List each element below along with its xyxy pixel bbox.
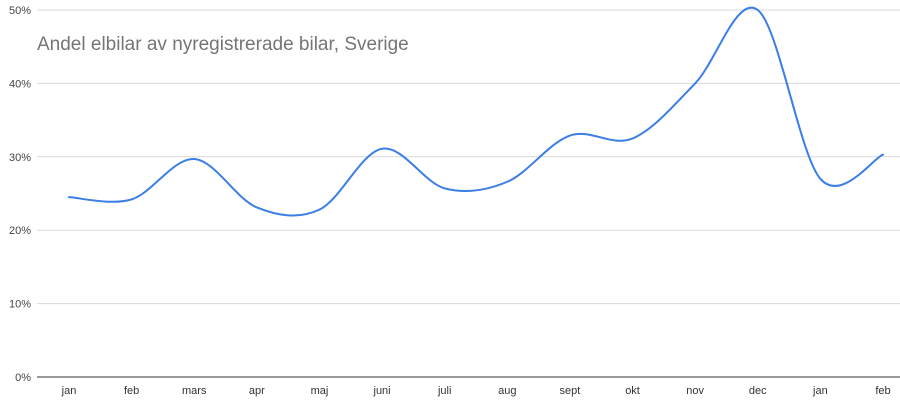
x-tick-label: okt xyxy=(625,385,640,397)
x-tick-label: apr xyxy=(249,385,265,397)
x-tick-label: maj xyxy=(311,385,329,397)
series-line xyxy=(68,6,884,217)
x-tick-label: nov xyxy=(686,385,704,397)
y-tick-label: 10% xyxy=(9,299,31,311)
x-tick-label: jan xyxy=(61,385,77,397)
x-tick-label: mars xyxy=(182,385,207,397)
series-layer xyxy=(68,6,884,217)
x-tick-label: feb xyxy=(875,385,890,397)
gridlines xyxy=(37,9,900,378)
y-tick-label: 0% xyxy=(15,372,31,384)
y-tick-label: 20% xyxy=(9,225,31,237)
x-tick-label: sept xyxy=(560,385,581,397)
x-tick-label: juni xyxy=(373,385,391,397)
chart-title: Andel elbilar av nyregistrerade bilar, S… xyxy=(37,34,409,55)
y-tick-label: 30% xyxy=(9,152,31,164)
x-tick-label: dec xyxy=(749,385,767,397)
x-tick-label: jan xyxy=(812,385,828,397)
x-tick-label: aug xyxy=(498,385,516,397)
y-tick-label: 40% xyxy=(9,78,31,90)
x-tick-label: feb xyxy=(124,385,139,397)
x-tick-label: juli xyxy=(437,385,451,397)
y-axis-ticks: 0% 10% 20% 30% 40% 50% xyxy=(9,5,31,384)
y-tick-label: 50% xyxy=(9,5,31,17)
x-axis-ticks: jan feb mars apr maj juni juli aug sept okt nov dec… xyxy=(61,385,891,397)
